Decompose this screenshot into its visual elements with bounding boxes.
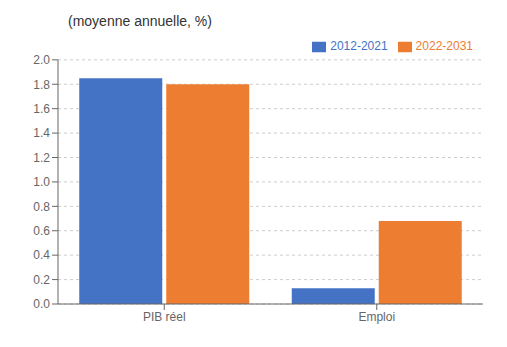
svg-text:1.6: 1.6 <box>33 102 50 116</box>
svg-text:1.2: 1.2 <box>33 151 50 165</box>
html-text:(moyenne annuelle, %): (moyenne annuelle, %) <box>68 13 212 29</box>
svg-text:PIB réel: PIB réel <box>143 310 186 324</box>
svg-text:1.0: 1.0 <box>33 175 50 189</box>
html-text:2022-2031: 2022-2031 <box>415 39 473 53</box>
html-text:2012-2021: 2012-2021 <box>330 39 388 53</box>
svg-text:0.8: 0.8 <box>33 200 50 214</box>
svg-text:1.4: 1.4 <box>33 126 50 140</box>
svg-text:0.4: 0.4 <box>33 248 50 262</box>
svg-text:2.0: 2.0 <box>33 53 50 67</box>
svg-text:0.6: 0.6 <box>33 224 50 238</box>
svg-text:0.2: 0.2 <box>33 273 50 287</box>
svg-text:0.0: 0.0 <box>33 297 50 311</box>
svg-text:Emploi: Emploi <box>358 310 395 324</box>
svg-text:1.8: 1.8 <box>33 78 50 92</box>
